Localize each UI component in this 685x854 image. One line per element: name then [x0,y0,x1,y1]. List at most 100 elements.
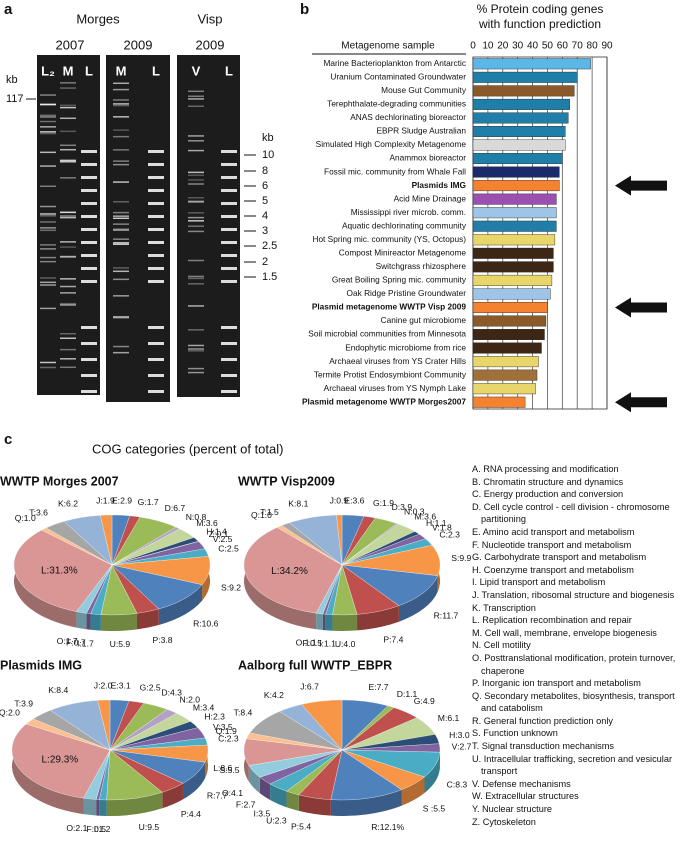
gel-band [113,243,129,246]
gel-band [221,150,237,153]
category-label: Switchgrass rhizosphere [376,261,467,271]
category-label: Anammox bioreactor [389,153,466,163]
gel-band [188,230,204,233]
gel-band [60,161,76,163]
pie-slice-side [298,794,331,816]
legend-entry: O. Posttranslational modification, prote… [472,652,676,676]
column-header: Metagenome sample [341,41,435,52]
legend-entry: Y. Nuclear structure [472,804,552,815]
gel-band [60,358,76,360]
category-label: Soil microbial communities from Minnesot… [308,329,466,339]
pie-slice-side [90,613,101,631]
slice-label: C:2.3 [218,733,239,743]
slice-label: U:4.0 [335,639,356,649]
gel-band [40,229,56,232]
gel-band [221,176,237,179]
category-label: Plasmid metagenome WWTP Morges2007 [302,396,466,406]
gel-band [188,344,204,347]
gel-band [188,171,204,174]
gel-band [188,201,204,203]
gel-band [113,229,129,231]
gel-band [81,150,97,153]
category-label: Plasmids IMG [412,180,466,190]
pie-slice-side [332,614,358,631]
gel-band [60,332,76,335]
slice-label: K:8.1 [288,498,308,508]
pie-tops [13,514,211,616]
gel-band [113,345,129,348]
kb-label: 117 [6,93,24,105]
gel-band [60,241,76,243]
pie-slice-side [357,605,399,631]
pie-slice-side [398,575,438,622]
legend-entry: H. Coenzyme transport and metabolism [472,564,634,575]
slice-label: E:2.9 [112,496,132,506]
gel-band [81,342,97,345]
bar [472,247,554,259]
slice-label: K:4.2 [264,690,284,700]
bar [472,180,560,192]
slice-label: S:9.9 [451,553,471,563]
slice-label: L:8.6 [213,763,232,773]
gel-band [81,326,97,329]
x-tick-label: 70 [572,41,584,52]
gel-band [188,348,204,350]
pie-title: Aalborg full WWTP_EBPR [238,658,392,672]
gel-band [113,351,129,354]
gel-band [81,215,97,218]
gel-band [40,244,56,246]
slice-label: V:3.5 [213,722,233,732]
gel-band [188,98,204,100]
pie-slice-side [158,584,203,625]
category-label: Fossil mic. community from Whale Fall [324,166,466,176]
slice-label: P:3.8 [152,635,172,645]
panel-label: a [4,1,13,18]
site-label: Morges [76,11,120,26]
legend-entry: F. Nucleotide transport and metabolism [472,539,632,550]
slice-label: F:2.7 [236,800,256,810]
gel-band [60,159,76,161]
pie-slice-side [106,792,163,817]
gel-band [60,292,76,294]
gel-band [60,104,76,107]
gel-band [40,126,56,128]
bar [472,139,566,151]
pie-slice-side [182,762,206,800]
gel-band [60,348,76,351]
gel-band [188,95,204,98]
gel-band [188,275,204,278]
bar [472,356,539,368]
gel-band [113,241,129,244]
slice-label: T:8.4 [234,707,253,717]
gel-band [188,149,204,152]
x-tick-label: 90 [601,41,613,52]
slice-label: H:2.3 [204,712,225,722]
gel-band [148,358,164,361]
pie-slice-side [248,765,260,794]
gel-band [81,189,97,192]
slice-label: L:29.3% [42,755,79,766]
bar [472,85,575,97]
x-tick-label: 60 [557,41,569,52]
gel-band [188,259,204,262]
slice-label: G:4.9 [414,696,435,706]
pie-slice-side [243,527,317,630]
gel-band [40,277,56,279]
gel-band [188,220,204,222]
slice-label: I:1.7 [77,638,94,648]
gel-band [188,140,204,142]
gel-band [221,241,237,244]
year-label: 2009 [124,37,153,52]
slice-label: F:0.5 [302,638,322,648]
category-label: Archaeal viruses from YS Nymph Lake [324,383,467,393]
gel-band [113,267,129,269]
gel-band [40,256,56,259]
gel-band [40,281,56,284]
slice-label: J:2.0 [94,680,113,690]
slice-label: D:1.1 [397,689,418,699]
slice-label: T:3.6 [29,507,48,517]
pie-slice-side [401,776,425,806]
pie-slice [336,514,343,566]
slice-label: C:8.3 [447,780,468,790]
